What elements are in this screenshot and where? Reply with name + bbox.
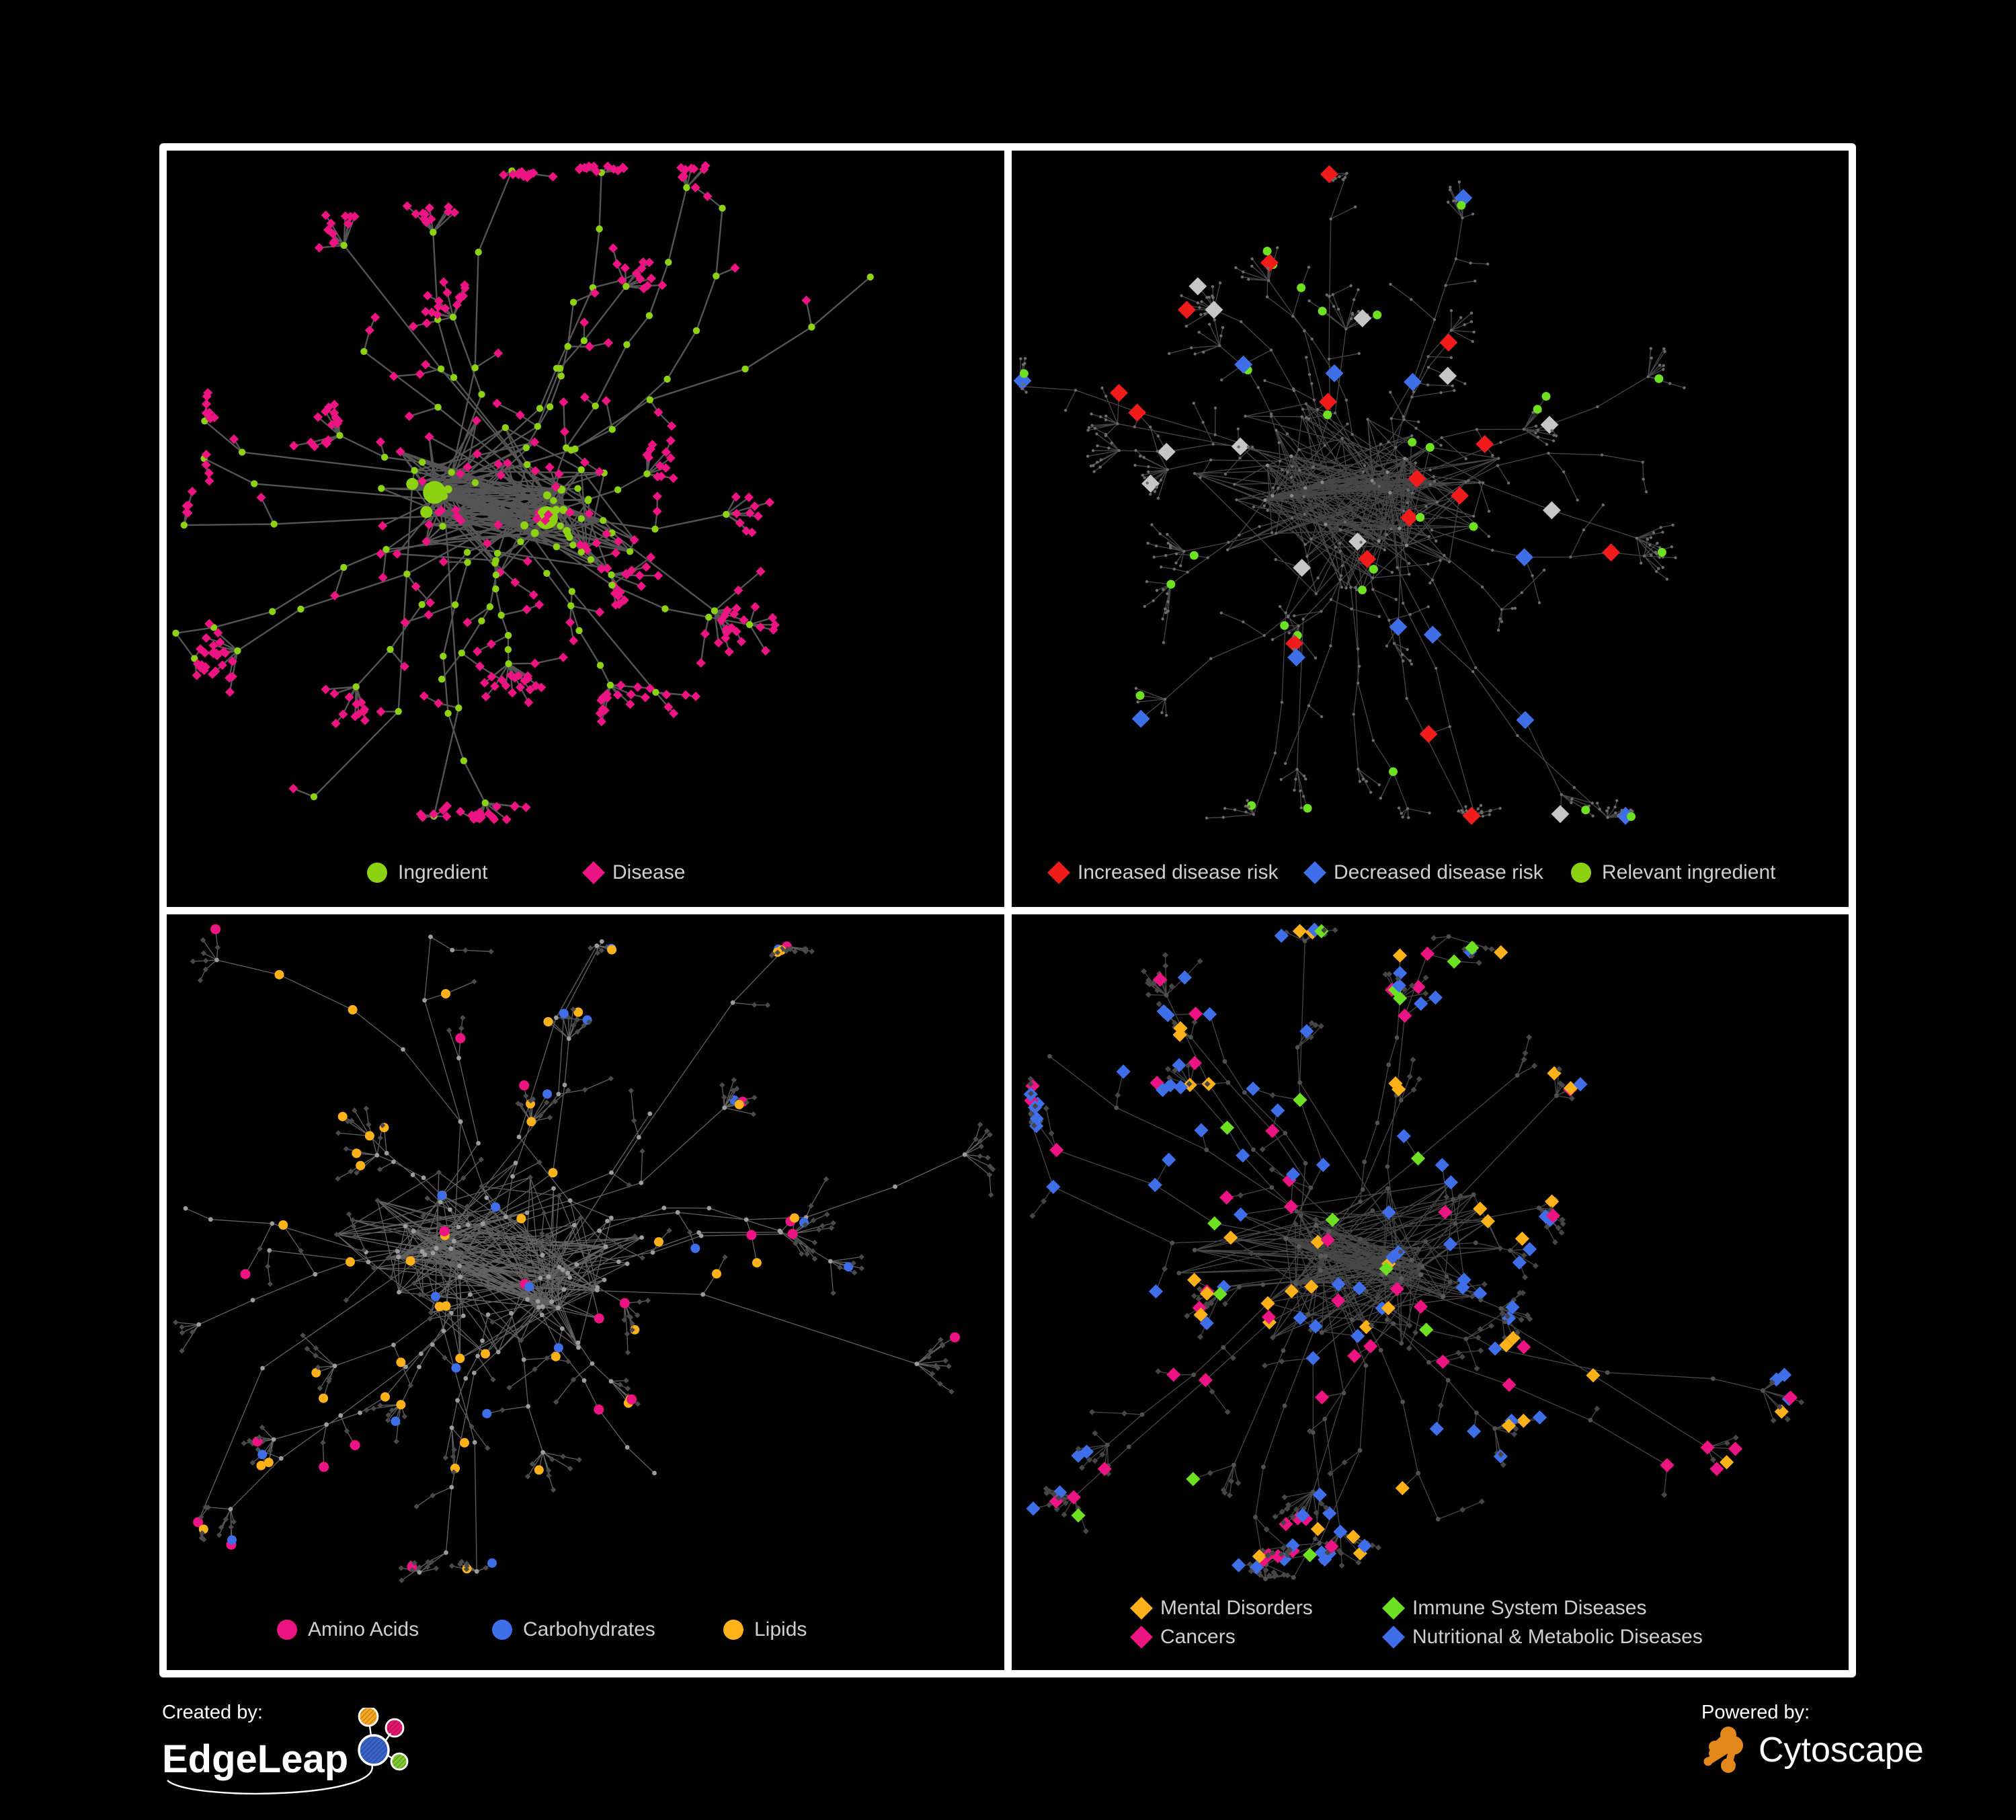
svg-text:EdgeLeap: EdgeLeap (162, 1737, 348, 1781)
svg-text:Cytoscape: Cytoscape (1759, 1731, 1924, 1770)
